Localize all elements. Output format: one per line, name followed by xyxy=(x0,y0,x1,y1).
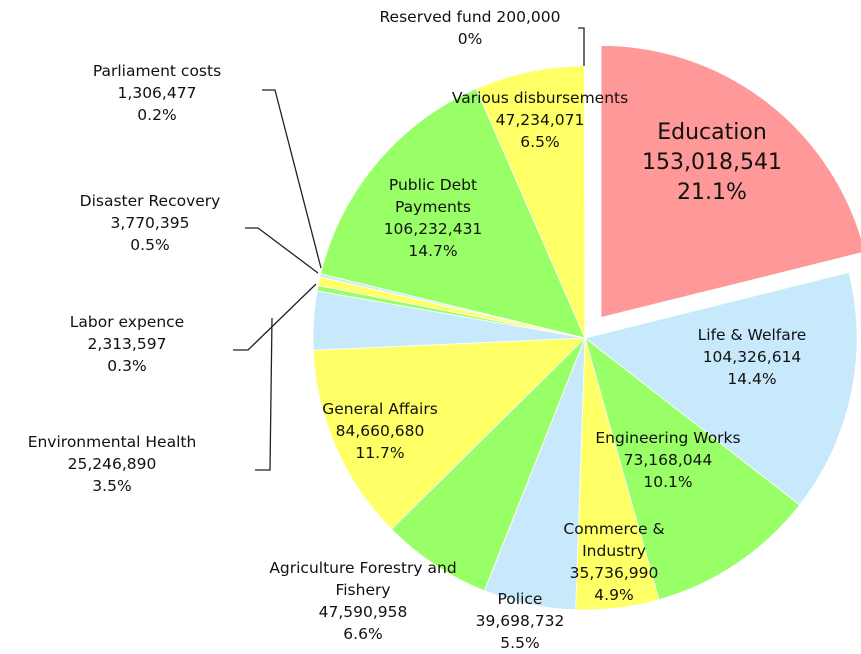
category-label: Disaster Recovery xyxy=(79,192,221,210)
category-label: Commerce & Industry xyxy=(563,520,665,560)
value-label: 84,660,680 xyxy=(335,422,425,440)
pie-slice xyxy=(584,336,801,601)
slice-label: Environmental Health 25,246,890 3.5% xyxy=(0,431,227,497)
leader-line xyxy=(245,227,319,274)
value-label: 153,018,541 xyxy=(642,150,782,175)
value-label: 104,326,614 xyxy=(702,348,802,366)
slice-label: Agriculture Forestry and Fishery 47,590,9… xyxy=(248,557,478,645)
percent-label: 0% xyxy=(457,30,483,48)
slice-label: Commerce & Industry 35,736,990 4.9% xyxy=(554,518,674,606)
category-label: Police xyxy=(497,590,543,608)
category-label: Life & Welfare xyxy=(697,326,807,344)
category-label: Public Debt Payments xyxy=(388,176,478,216)
slice-label: Police 39,698,732 5.5% xyxy=(450,588,590,654)
category-label: Various disbursements xyxy=(451,89,629,107)
percent-label: 0.3% xyxy=(107,357,147,375)
value-label: 39,698,732 xyxy=(475,612,565,630)
slice-label: Public Debt Payments 106,232,431 14.7% xyxy=(363,174,503,262)
pie-slice xyxy=(600,45,861,319)
pie-slice xyxy=(475,65,586,339)
slice-label: Various disbursements 47,234,071 6.5% xyxy=(425,87,655,153)
category-label: Engineering Works xyxy=(595,429,741,447)
slice-label: Disaster Recovery 3,770,395 0.5% xyxy=(55,190,245,256)
category-label: Environmental Health xyxy=(27,433,197,451)
value-label: 47,590,958 xyxy=(318,603,408,621)
pie-slice xyxy=(584,271,858,506)
category-label: Education xyxy=(657,120,767,145)
leader-line xyxy=(233,283,317,351)
percent-label: 6.6% xyxy=(343,625,383,643)
pie xyxy=(312,45,861,611)
category-label: Agriculture Forestry and Fishery xyxy=(269,559,457,599)
percent-label: 14.7% xyxy=(408,242,458,260)
pie-slice xyxy=(320,88,586,339)
value-label: 25,246,890 xyxy=(67,455,157,473)
label-line: Reserved fund 200,000 xyxy=(340,6,600,28)
category-label: Reserved fund xyxy=(379,8,492,26)
percent-label: 3.5% xyxy=(92,477,132,495)
percent-label: 4.9% xyxy=(594,586,634,604)
value-label: 3,770,395 xyxy=(110,214,190,232)
percent-label: 11.7% xyxy=(355,444,405,462)
slice-label: Life & Welfare 104,326,614 14.4% xyxy=(672,324,832,390)
pie-slice xyxy=(390,337,586,592)
percent-label: 0.2% xyxy=(137,106,177,124)
percent-label: 14.4% xyxy=(727,370,777,388)
slice-label: Engineering Works 73,168,044 10.1% xyxy=(573,427,763,493)
category-label: General Affairs xyxy=(322,400,438,418)
value-label: 200,000 xyxy=(496,8,561,26)
category-label: Parliament costs xyxy=(92,62,222,80)
category-label: Labor expence xyxy=(69,313,185,331)
slice-label: Labor expence 2,313,597 0.3% xyxy=(47,311,207,377)
pie-slice xyxy=(312,337,587,530)
leader-line xyxy=(262,89,322,269)
leader-line xyxy=(578,27,585,66)
slice-label: Parliament costs 1,306,477 0.2% xyxy=(62,60,252,126)
slice-label: Reserved fund 200,000 0% xyxy=(340,6,600,50)
value-label: 35,736,990 xyxy=(569,564,659,582)
percent-label: 6.5% xyxy=(520,133,560,151)
percent-label: 10.1% xyxy=(643,473,693,491)
slice-label: General Affairs 84,660,680 11.7% xyxy=(300,398,460,464)
leader-line xyxy=(255,317,273,471)
percent-label: 21.1% xyxy=(677,180,747,205)
value-label: 73,168,044 xyxy=(623,451,713,469)
value-label: 2,313,597 xyxy=(87,335,167,353)
value-label: 1,306,477 xyxy=(117,84,197,102)
value-label: 47,234,071 xyxy=(495,111,585,129)
percent-label: 0.5% xyxy=(130,236,170,254)
value-label: 106,232,431 xyxy=(383,220,483,238)
percent-label: 5.5% xyxy=(500,634,540,652)
slice-label: Education 153,018,541 21.1% xyxy=(612,118,812,208)
